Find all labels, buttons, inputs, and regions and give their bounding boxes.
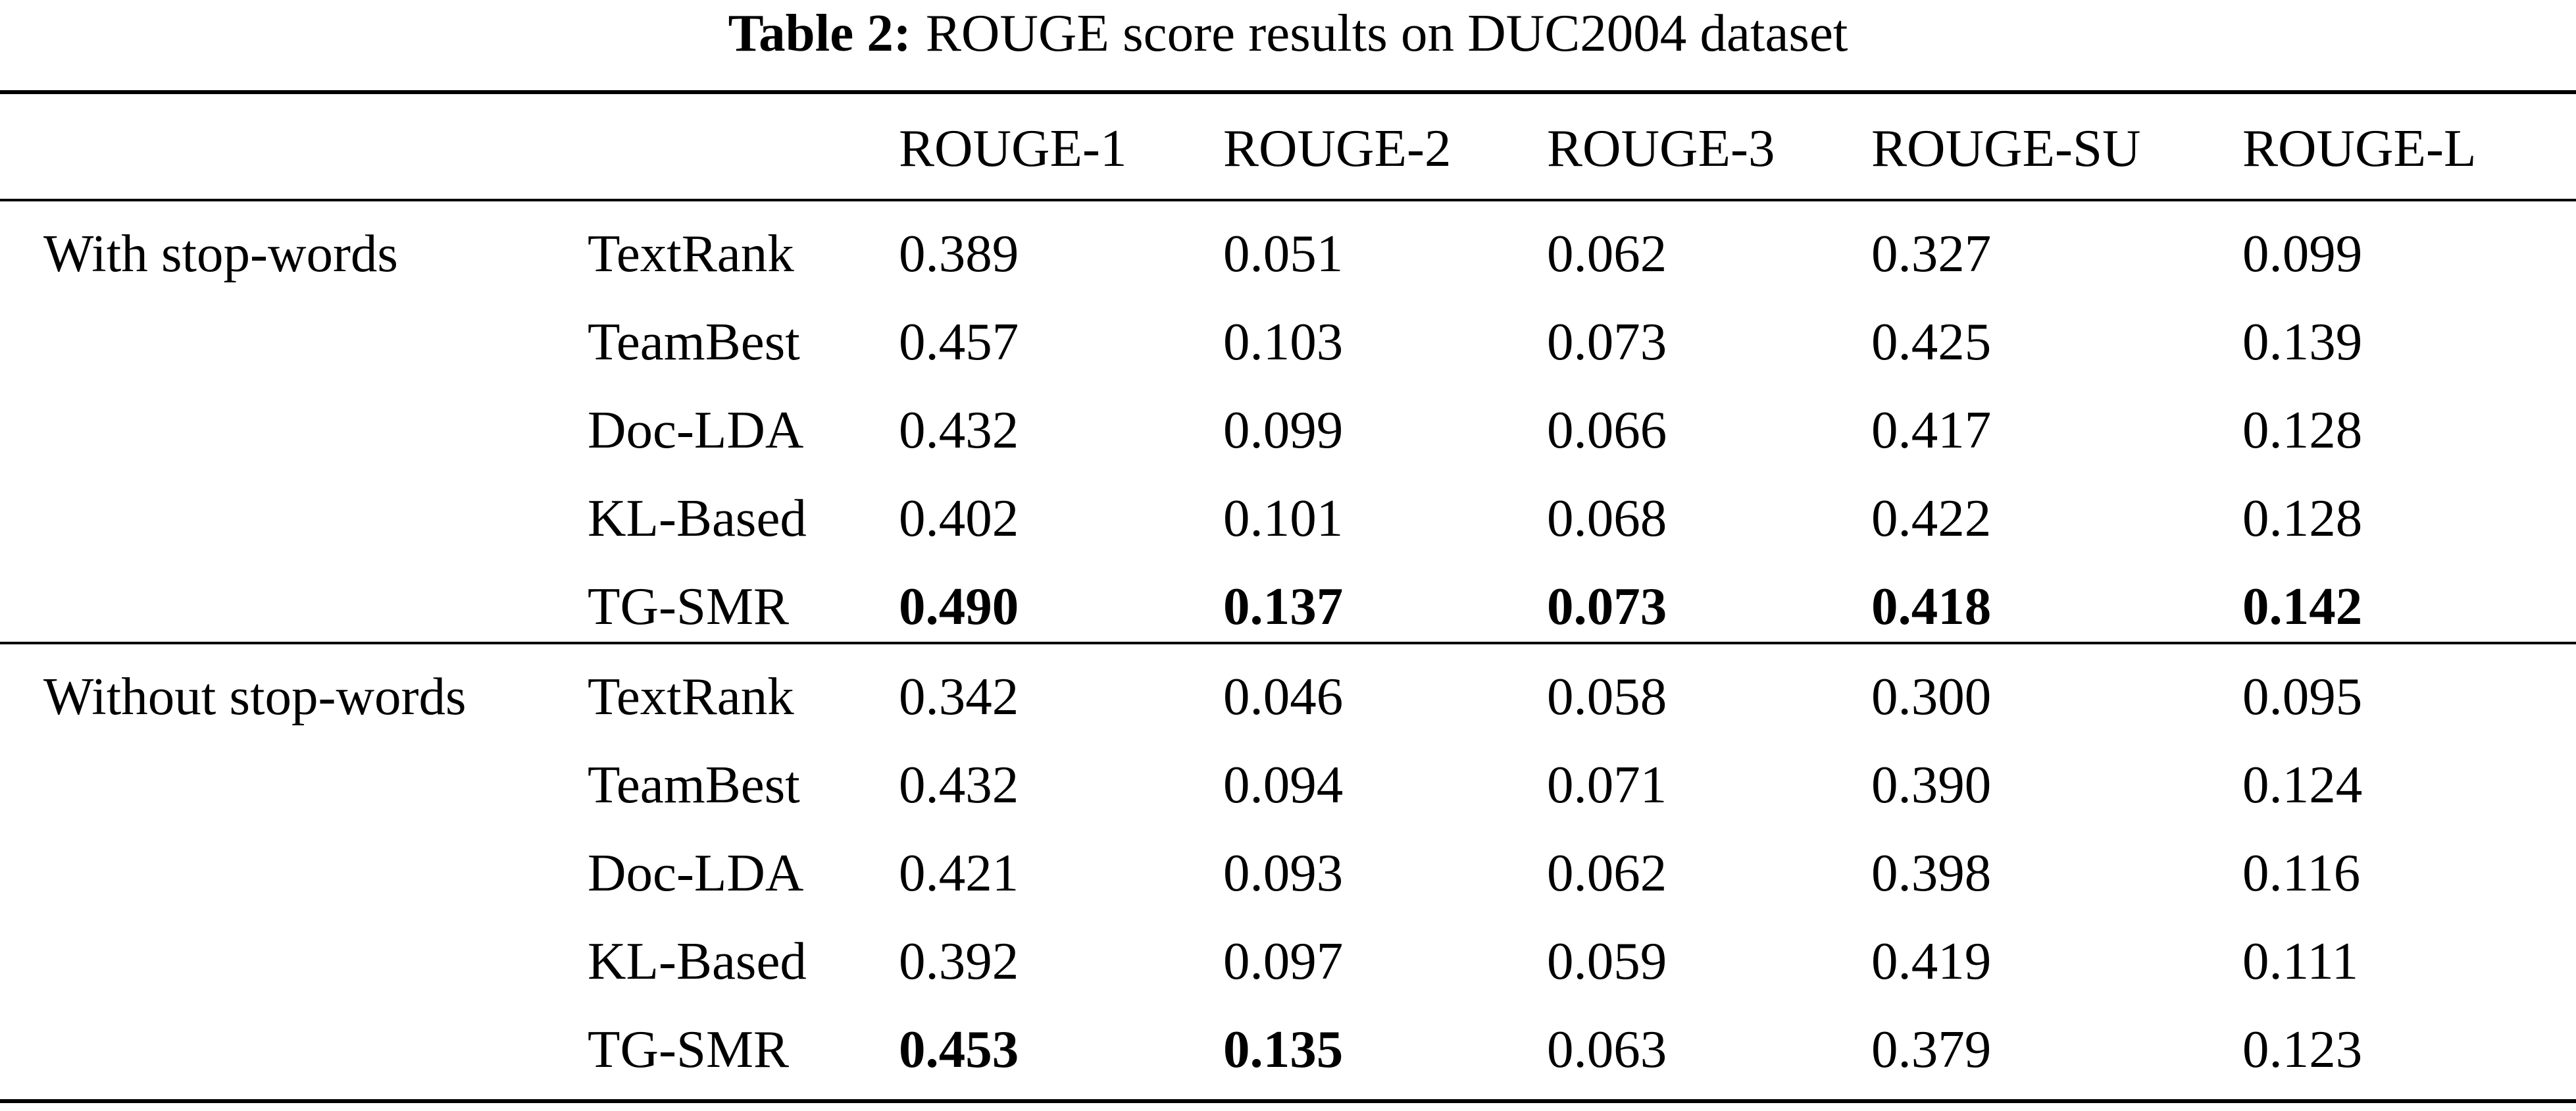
- method-name: TG-SMR: [588, 1020, 790, 1079]
- score-cell: 0.342: [899, 667, 1019, 726]
- score-cell: 0.390: [1871, 755, 1992, 814]
- score-cell: 0.128: [2242, 488, 2363, 548]
- method-name: Doc-LDA: [588, 843, 804, 902]
- score-cell: 0.124: [2242, 755, 2363, 814]
- column-header-rouge-1: ROUGE-1: [899, 118, 1127, 178]
- score-cell: 0.066: [1547, 400, 1667, 459]
- method-name: TG-SMR: [588, 577, 790, 636]
- score-cell: 0.071: [1547, 755, 1667, 814]
- top-rule: [0, 90, 2576, 94]
- score-cell: 0.300: [1871, 667, 1992, 726]
- score-cell: 0.419: [1871, 931, 1992, 991]
- score-cell: 0.137: [1223, 577, 1344, 636]
- score-cell: 0.457: [899, 312, 1019, 371]
- caption-label: Table 2:: [728, 3, 911, 63]
- score-cell: 0.111: [2242, 931, 2359, 991]
- score-cell: 0.116: [2242, 843, 2361, 902]
- method-name: TextRank: [588, 667, 794, 726]
- bottom-rule: [0, 1099, 2576, 1103]
- table-caption: Table 2: ROUGE score results on DUC2004 d…: [0, 0, 2576, 66]
- score-cell: 0.392: [899, 931, 1019, 991]
- score-cell: 0.063: [1547, 1020, 1667, 1079]
- score-cell: 0.490: [899, 577, 1019, 636]
- score-cell: 0.398: [1871, 843, 1992, 902]
- column-header-rouge-l: ROUGE-L: [2242, 118, 2477, 178]
- score-cell: 0.128: [2242, 400, 2363, 459]
- score-cell: 0.417: [1871, 400, 1992, 459]
- method-name: TeamBest: [588, 755, 800, 814]
- score-cell: 0.432: [899, 400, 1019, 459]
- score-cell: 0.062: [1547, 843, 1667, 902]
- column-header-rouge-su: ROUGE-SU: [1871, 118, 2141, 178]
- score-cell: 0.093: [1223, 843, 1344, 902]
- score-cell: 0.073: [1547, 577, 1667, 636]
- score-cell: 0.139: [2242, 312, 2363, 371]
- score-cell: 0.097: [1223, 931, 1344, 991]
- group-label: With stop-words: [43, 224, 398, 283]
- method-name: TextRank: [588, 224, 794, 283]
- score-cell: 0.058: [1547, 667, 1667, 726]
- score-cell: 0.062: [1547, 224, 1667, 283]
- score-cell: 0.103: [1223, 312, 1344, 371]
- group-label: Without stop-words: [43, 667, 467, 726]
- score-cell: 0.432: [899, 755, 1019, 814]
- score-cell: 0.101: [1223, 488, 1344, 548]
- score-cell: 0.099: [2242, 224, 2363, 283]
- method-name: KL-Based: [588, 488, 807, 548]
- score-cell: 0.073: [1547, 312, 1667, 371]
- caption-text: ROUGE score results on DUC2004 dataset: [925, 3, 1848, 63]
- score-cell: 0.123: [2242, 1020, 2363, 1079]
- score-cell: 0.422: [1871, 488, 1992, 548]
- column-header-rouge-3: ROUGE-3: [1547, 118, 1775, 178]
- score-cell: 0.099: [1223, 400, 1344, 459]
- score-cell: 0.425: [1871, 312, 1992, 371]
- score-cell: 0.051: [1223, 224, 1344, 283]
- score-cell: 0.389: [899, 224, 1019, 283]
- group-separator-rule: [0, 642, 2576, 644]
- score-cell: 0.095: [2242, 667, 2363, 726]
- method-name: KL-Based: [588, 931, 807, 991]
- score-cell: 0.059: [1547, 931, 1667, 991]
- header-rule: [0, 199, 2576, 201]
- method-name: Doc-LDA: [588, 400, 804, 459]
- score-cell: 0.379: [1871, 1020, 1992, 1079]
- score-cell: 0.046: [1223, 667, 1344, 726]
- score-cell: 0.068: [1547, 488, 1667, 548]
- score-cell: 0.418: [1871, 577, 1992, 636]
- score-cell: 0.402: [899, 488, 1019, 548]
- score-cell: 0.327: [1871, 224, 1992, 283]
- score-cell: 0.142: [2242, 577, 2363, 636]
- score-cell: 0.421: [899, 843, 1019, 902]
- column-header-rouge-2: ROUGE-2: [1223, 118, 1452, 178]
- method-name: TeamBest: [588, 312, 800, 371]
- score-cell: 0.135: [1223, 1020, 1344, 1079]
- score-cell: 0.094: [1223, 755, 1344, 814]
- score-cell: 0.453: [899, 1020, 1019, 1079]
